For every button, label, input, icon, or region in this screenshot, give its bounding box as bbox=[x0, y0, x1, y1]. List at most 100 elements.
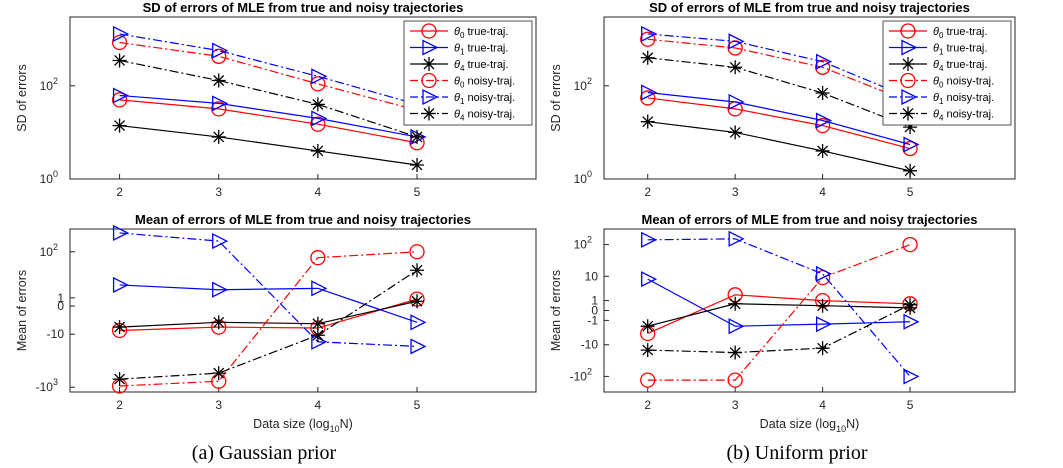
data-point bbox=[410, 129, 425, 144]
data-point bbox=[112, 118, 127, 133]
data-point bbox=[211, 129, 226, 144]
legend-marker bbox=[901, 88, 918, 106]
legend-marker bbox=[422, 57, 436, 71]
legend-marker bbox=[901, 39, 918, 56]
data-point bbox=[728, 345, 743, 360]
data-point bbox=[728, 318, 745, 335]
data-point bbox=[815, 341, 830, 356]
series-line bbox=[119, 284, 418, 323]
series-1 bbox=[112, 87, 427, 145]
data-point bbox=[112, 276, 130, 294]
series-line bbox=[647, 33, 911, 99]
legend-label: θ0 true-traj. bbox=[933, 26, 987, 40]
x-tick-label: 4 bbox=[315, 185, 322, 199]
sd-chart: SD of errors of MLE from true and noisy … bbox=[15, 0, 537, 199]
series-2 bbox=[640, 114, 918, 178]
x-tick-label: 3 bbox=[215, 398, 222, 412]
legend-marker bbox=[900, 72, 916, 89]
data-point bbox=[815, 265, 833, 282]
series-line bbox=[119, 94, 418, 138]
data-point bbox=[211, 315, 226, 330]
data-point bbox=[728, 93, 745, 111]
legend-label: θ4 true-traj. bbox=[454, 59, 508, 73]
series-1 bbox=[112, 276, 427, 331]
data-point bbox=[727, 372, 743, 388]
data-point bbox=[111, 92, 128, 108]
data-point bbox=[310, 143, 325, 158]
panel-gaussian-prior: SD of errors of MLE from true and noisy … bbox=[15, 0, 537, 434]
data-point bbox=[112, 372, 127, 387]
y-axis-label: Mean of errors bbox=[15, 270, 29, 351]
series-5 bbox=[640, 297, 918, 360]
legend-marker bbox=[900, 23, 916, 39]
legend-marker bbox=[421, 72, 437, 89]
data-point bbox=[903, 120, 918, 135]
data-point bbox=[728, 60, 743, 75]
data-point bbox=[815, 316, 833, 333]
series-line bbox=[647, 38, 911, 103]
data-point bbox=[112, 53, 127, 68]
caption-uniform-prior: (b) Uniform prior bbox=[726, 442, 867, 464]
series-line bbox=[647, 278, 911, 327]
x-tick-label: 3 bbox=[732, 185, 739, 199]
x-tick-label: 3 bbox=[215, 185, 222, 199]
x-tick-label: 3 bbox=[732, 398, 739, 412]
series-1 bbox=[641, 271, 920, 335]
data-point bbox=[640, 114, 655, 129]
data-point bbox=[815, 143, 830, 158]
data-point bbox=[112, 224, 130, 242]
legend-label: θ0 true-traj. bbox=[454, 26, 508, 40]
data-point bbox=[640, 319, 655, 334]
x-tick-label: 4 bbox=[819, 185, 826, 199]
sd-chart: SD of errors of MLE from true and noisy … bbox=[549, 0, 1016, 199]
data-point bbox=[410, 314, 427, 331]
y-tick-label: 1 bbox=[591, 294, 598, 308]
plot-frame bbox=[603, 228, 1016, 393]
y-tick-label: 100 bbox=[40, 169, 58, 186]
legend-marker bbox=[421, 23, 437, 39]
data-point bbox=[310, 328, 325, 343]
data-point bbox=[903, 163, 918, 178]
legend-label: θ1 noisy-traj. bbox=[933, 92, 994, 106]
legend-box bbox=[403, 20, 533, 126]
data-point bbox=[728, 230, 745, 247]
series-line bbox=[119, 99, 418, 144]
x-tick-label: 2 bbox=[116, 398, 123, 412]
data-point bbox=[728, 125, 743, 140]
y-tick-label: 102 bbox=[574, 235, 592, 252]
legend-label: θ1 true-traj. bbox=[933, 43, 987, 57]
legend-label: θ4 true-traj. bbox=[933, 59, 987, 73]
x-tick-label: 5 bbox=[907, 398, 914, 412]
y-tick-label: 102 bbox=[574, 76, 592, 93]
data-point bbox=[903, 368, 920, 385]
caption-gaussian-prior: (a) Gaussian prior bbox=[192, 442, 337, 464]
legend-marker bbox=[901, 57, 915, 71]
series-4 bbox=[641, 230, 920, 385]
series-line bbox=[119, 59, 418, 138]
chart-title: Mean of errors of MLE from true and nois… bbox=[642, 212, 978, 227]
data-point bbox=[310, 116, 326, 132]
series-line bbox=[119, 300, 418, 328]
legend-marker bbox=[422, 88, 439, 106]
data-point bbox=[640, 50, 655, 65]
y-tick-label: 0 bbox=[57, 299, 64, 313]
x-tick-label: 2 bbox=[116, 185, 123, 199]
data-point bbox=[211, 101, 227, 117]
legend-label: θ4 noisy-traj. bbox=[454, 109, 515, 123]
legend: θ0 true-traj. θ1 true-traj. θ4 true-traj. θ… bbox=[882, 20, 1012, 126]
x-axis-label: Data size (log10N) bbox=[760, 417, 860, 434]
y-tick-label: 10 bbox=[585, 269, 599, 283]
series-5 bbox=[112, 53, 425, 144]
series-line bbox=[647, 303, 911, 327]
series-line bbox=[119, 251, 418, 387]
data-point bbox=[902, 236, 918, 253]
chart-title: Mean of errors of MLE from true and nois… bbox=[135, 212, 471, 227]
data-point bbox=[903, 297, 918, 312]
data-point bbox=[310, 76, 326, 92]
data-point bbox=[410, 157, 425, 172]
series-5 bbox=[112, 263, 425, 387]
series-line bbox=[647, 294, 911, 335]
series-line bbox=[647, 57, 911, 128]
data-point bbox=[112, 87, 130, 104]
